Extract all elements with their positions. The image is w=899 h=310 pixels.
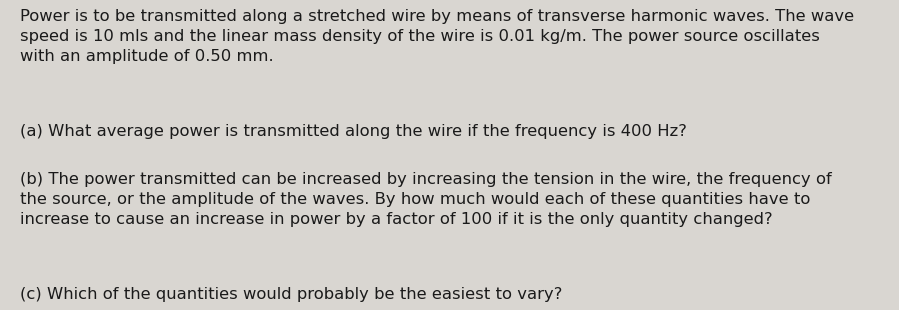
Text: (a) What average power is transmitted along the wire if the frequency is 400 Hz?: (a) What average power is transmitted al…: [20, 124, 687, 139]
Text: (b) The power transmitted can be increased by increasing the tension in the wire: (b) The power transmitted can be increas…: [20, 172, 832, 227]
Text: Power is to be transmitted along a stretched wire by means of transverse harmoni: Power is to be transmitted along a stret…: [20, 9, 854, 64]
Text: (c) Which of the quantities would probably be the easiest to vary?: (c) Which of the quantities would probab…: [20, 287, 562, 302]
